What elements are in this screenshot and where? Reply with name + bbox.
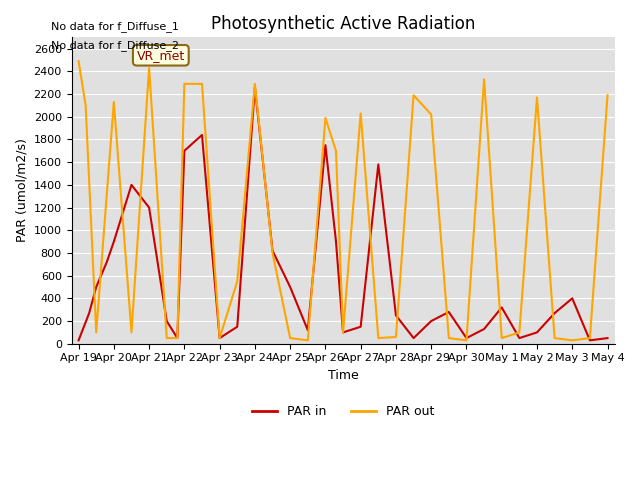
Text: No data for f_Diffuse_2: No data for f_Diffuse_2	[51, 40, 179, 51]
Title: Photosynthetic Active Radiation: Photosynthetic Active Radiation	[211, 15, 476, 33]
Text: VR_met: VR_met	[137, 49, 185, 62]
Y-axis label: PAR (umol/m2/s): PAR (umol/m2/s)	[15, 139, 28, 242]
Legend: PAR in, PAR out: PAR in, PAR out	[246, 400, 440, 423]
X-axis label: Time: Time	[328, 369, 358, 382]
Text: No data for f_Diffuse_1: No data for f_Diffuse_1	[51, 21, 179, 32]
